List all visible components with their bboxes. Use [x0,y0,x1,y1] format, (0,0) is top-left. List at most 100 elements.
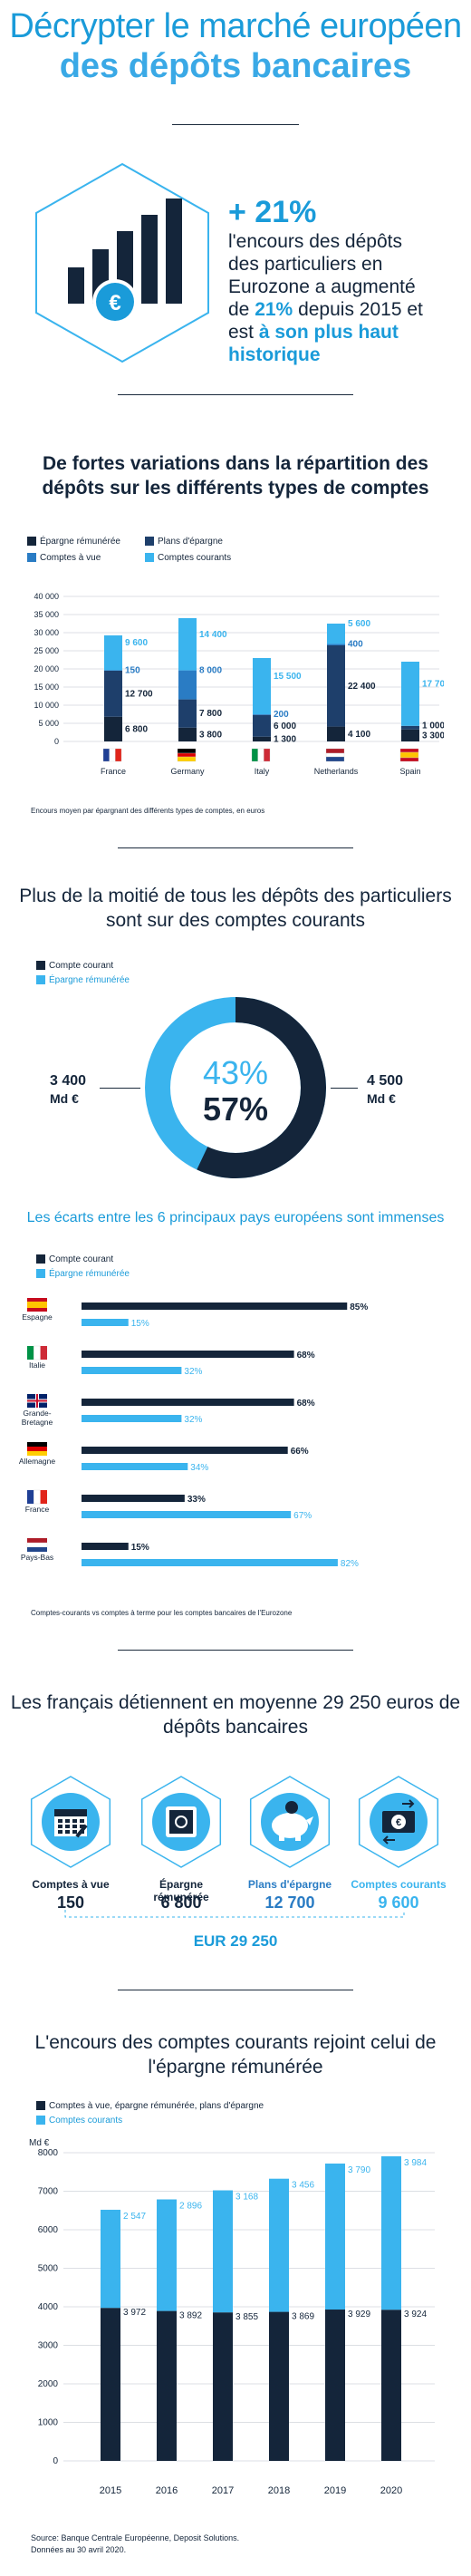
y-tick-label: 0 [54,737,59,746]
y-tick-label: 8000 [38,2148,59,2158]
y-tick-label: 3000 [38,2341,59,2351]
bar-segment-other-accounts [213,2312,233,2461]
category-label: Spain [399,767,420,776]
data-label: 5 600 [348,619,370,629]
bar-segment [327,645,345,727]
x-tick-label: 2015 [100,2485,121,2496]
y-tick-label: 6000 [38,2225,59,2235]
y-tick-label: 10 000 [34,701,59,710]
data-label: 1 300 [274,734,296,744]
percent-epargne-remuneree: 43% [203,1054,268,1091]
flag-stripe [257,748,264,762]
bar-segment [178,699,197,728]
bar-segment [327,624,345,644]
data-label: 3 924 [404,2310,427,2319]
category-label: Bretagne [22,1418,53,1427]
bar-compte-courant [82,1303,348,1310]
chart3-note: Comptes-courants vs comptes à terme pour… [31,1609,293,1617]
data-label: 68% [297,1399,315,1409]
stacked-bar-chart-years: Md € 0 1000 2000 3000 4000 5000 6000 7000 8000 3 9… [29,2138,435,2496]
stacked-bar-chart-countries: 0 5 000 10 000 15 000 20 000 25 000 30 000 35 0… [34,592,444,776]
data-label: 3 800 [199,730,222,740]
section2-title: Plus de la moitié de tous les dépôts des… [19,886,452,931]
data-label: 9 600 [125,638,148,648]
donut-slice-compte-courant [145,997,326,1178]
right-unit: Md € [367,1091,396,1106]
flag-stripe [264,748,271,762]
data-label: 150 [125,665,140,675]
data-label: 400 [348,639,363,649]
section4-title: Les français détiennent en moyenne 29 25… [10,1692,461,1738]
data-label: 15% [131,1319,149,1329]
category-label: Allemagne [19,1457,55,1466]
category-label: Espagne [22,1312,53,1322]
account-type-label: Comptes courants [351,1878,447,1891]
y-tick-label: 30 000 [34,628,59,637]
data-label: 34% [190,1463,208,1473]
flag-stripe [399,748,419,753]
x-tick-label: 2017 [212,2485,234,2496]
data-label: 200 [274,710,289,720]
legend-item-plans-epargne: Plans d'épargne [145,537,223,547]
bar-segment [104,671,122,717]
left-unit: Md € [50,1091,79,1106]
svg-text:€: € [109,291,120,315]
bar-segment-comptes-courants [325,2163,345,2310]
category-label: Grande- [23,1409,51,1418]
page-title-line1: Décrypter le marché européen [9,7,462,45]
flag-stripe [399,757,419,762]
bar-compte-courant [82,1399,294,1406]
hexagon-outline [35,162,209,363]
data-label: 2 896 [179,2202,202,2212]
chart1-note: Encours moyen par épargnant des différen… [31,807,265,815]
x-tick-label: 2018 [268,2485,290,2496]
data-label: 3 984 [404,2158,427,2168]
account-type-value: 6 800 [160,1893,202,1912]
bar-segment [178,727,197,741]
account-type-value: 9 600 [378,1893,419,1912]
category-label: Italie [29,1361,45,1370]
piggy-bank-icon [272,1801,313,1841]
flag-stripe [325,752,345,758]
data-label: 14 400 [199,630,227,640]
bar-segment [104,635,122,671]
right-value: 4 500 [367,1073,404,1089]
legend-item-comptes-courants: Comptes courants [36,2116,122,2126]
bar-chart-euro-icon: € [68,199,182,324]
legend-item-comptes-a-vue-epargne-plans: Comptes à vue, épargne rémunérée, plans … [36,2101,264,2111]
flag-stripe [325,756,345,762]
data-label: 8 000 [199,666,222,676]
hexagon-outline [249,1776,331,1868]
data-label: 3 972 [123,2308,146,2318]
data-label: 68% [297,1351,315,1361]
data-label: 6 000 [274,721,296,731]
legend-item-comptes-a-vue: Comptes à vue [27,553,101,563]
bar-segment-other-accounts [101,2308,120,2461]
data-label: 33% [187,1495,206,1505]
category-label: Pays-Bas [21,1553,53,1562]
flag-stripe [102,748,110,762]
hexagon-outline [30,1776,111,1868]
bar-segment-other-accounts [157,2310,177,2461]
bar-segment [178,670,197,700]
flag-stripe [177,756,197,762]
legend-item-epargne-remuneree: Épargne rémunérée [36,1269,130,1279]
bar-segment-other-accounts [381,2310,401,2461]
italy-flag-icon [27,1345,47,1361]
safe-icon [166,1806,197,1837]
spain-flag-icon [27,1298,47,1312]
data-label: 32% [184,1367,202,1377]
bar-segment [104,716,122,741]
page-title-line2: des dépôts bancaires [59,47,412,85]
bar-compte-courant [82,1495,185,1502]
flag-stripe [177,752,197,758]
bar-compte-courant [82,1447,288,1454]
data-label: 12 700 [125,689,153,699]
horizontal-bar-chart-countries: Espagne 85% 15% Italie 68% 32% Grande-Bretagne… [19,1298,368,1569]
account-type-label: Plans d'épargne [247,1878,332,1891]
hero-stat: + 21% [228,195,317,229]
source-line1: Source: Banque Centrale Européenne, Depo… [31,2533,240,2542]
y-tick-label: 2000 [38,2379,59,2389]
bar-segment-comptes-courants [101,2209,120,2309]
data-label: 67% [293,1511,312,1521]
